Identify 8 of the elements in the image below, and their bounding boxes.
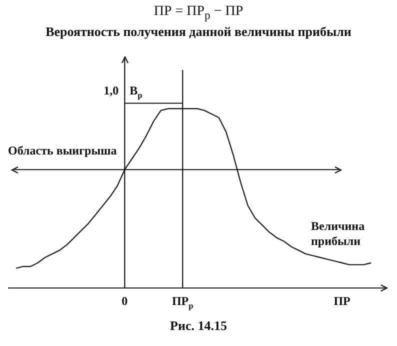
- annotation: 1,0: [104, 83, 119, 98]
- ref-line-label: Область выигрыша: [8, 144, 117, 158]
- annotation: Величина прибыли: [311, 219, 365, 248]
- text: Рис. 14.15: [169, 318, 228, 334]
- x-tick-label: 0: [122, 294, 128, 308]
- x-tick-label: ПР: [334, 294, 350, 308]
- chart-subtitle: Вероятность получения данной величины прибыли: [44, 24, 352, 40]
- chart-title: ПР = ПР$_{р}$ − ПР: [152, 4, 244, 22]
